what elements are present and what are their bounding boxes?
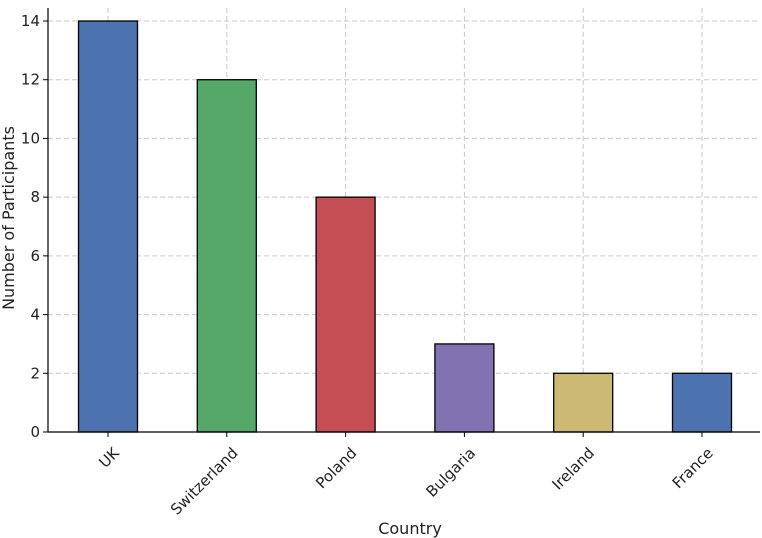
bar-uk — [77, 20, 139, 433]
bar-ireland — [553, 372, 614, 433]
x-tick-label-france: France — [669, 444, 717, 492]
y-tick-label: 2 — [30, 364, 40, 382]
bar-switzerland — [196, 79, 257, 433]
bar-bulgaria — [434, 343, 495, 433]
x-tick-label-poland: Poland — [312, 444, 360, 492]
y-tick-label: 12 — [21, 71, 40, 89]
x-tick-label-switzerland: Switzerland — [167, 444, 242, 519]
grid-layer — [48, 8, 760, 433]
x-tick-label-bulgaria: Bulgaria — [422, 444, 479, 501]
y-tick-label: 6 — [30, 247, 40, 265]
x-tick-label-ireland: Ireland — [549, 444, 598, 493]
y-tick-label: 8 — [30, 188, 40, 206]
x-tick-label-uk: UK — [95, 443, 123, 471]
bars-layer — [77, 20, 733, 433]
axes-layer — [47, 8, 760, 433]
y-tick-label: 0 — [30, 423, 40, 441]
bar-poland — [315, 196, 376, 433]
x-axis-label: Country — [378, 519, 442, 538]
y-tick-label: 10 — [21, 129, 40, 147]
bar-france — [671, 372, 733, 433]
y-tick-label: 4 — [30, 306, 40, 324]
y-tick-label: 14 — [21, 12, 40, 30]
y-axis-label: Number of Participants — [0, 126, 18, 310]
